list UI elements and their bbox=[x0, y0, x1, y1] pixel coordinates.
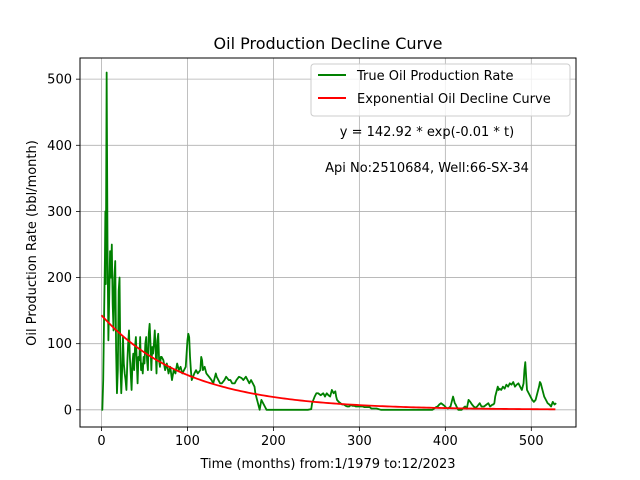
grid bbox=[80, 58, 576, 427]
legend-box bbox=[310, 63, 571, 117]
y-tick-label: 100 bbox=[47, 337, 72, 352]
y-tick-label: 300 bbox=[47, 205, 72, 220]
x-axis-label: Time (months) from:1/1979 to:12/2023 bbox=[199, 457, 455, 472]
well-info-annotation: Api No:2510684, Well:66-SX-34 bbox=[325, 161, 529, 176]
x-tick-label: 100 bbox=[175, 434, 200, 449]
axes-frame bbox=[79, 57, 577, 428]
legend-label-true-rate: True Oil Production Rate bbox=[356, 69, 513, 84]
x-tick-label: 0 bbox=[97, 434, 105, 449]
series-exponential-decline-curve bbox=[100, 314, 556, 411]
x-tick-label: 500 bbox=[519, 434, 544, 449]
plot-area bbox=[100, 71, 557, 411]
x-tick-label: 300 bbox=[347, 434, 372, 449]
y-tick-label: 200 bbox=[47, 271, 72, 286]
chart-title: Oil Production Decline Curve bbox=[214, 34, 443, 53]
y-axis-label: Oil Production Rate (bbl/month) bbox=[25, 140, 40, 346]
x-tick-label: 400 bbox=[433, 434, 458, 449]
y-tick-label: 0 bbox=[64, 403, 72, 418]
legend: True Oil Production Rate Exponential Oil… bbox=[310, 63, 571, 117]
y-tick-label: 400 bbox=[47, 139, 72, 154]
legend-label-decline-curve: Exponential Oil Decline Curve bbox=[357, 92, 551, 107]
fit-equation-annotation: y = 142.92 * exp(-0.01 * t) bbox=[340, 125, 514, 140]
x-tick-label: 200 bbox=[261, 434, 286, 449]
y-tick-label: 500 bbox=[47, 73, 72, 88]
axis-ticks: 0 100 200 300 400 500 0 100 200 300 400 500 bbox=[47, 73, 544, 449]
series-true-oil-production-rate bbox=[101, 71, 557, 411]
